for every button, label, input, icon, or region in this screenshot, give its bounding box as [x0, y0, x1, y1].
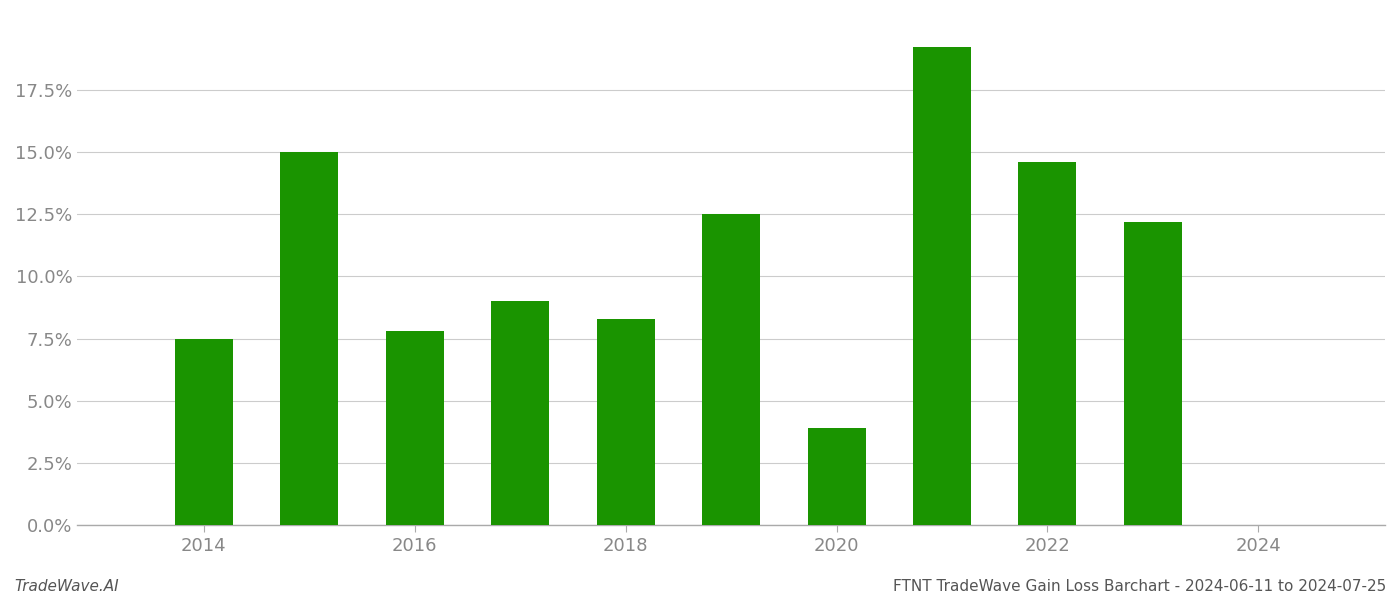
Text: FTNT TradeWave Gain Loss Barchart - 2024-06-11 to 2024-07-25: FTNT TradeWave Gain Loss Barchart - 2024…	[893, 579, 1386, 594]
Bar	[175, 338, 232, 525]
Bar	[596, 319, 655, 525]
Bar	[491, 301, 549, 525]
Bar	[1018, 162, 1077, 525]
Bar	[701, 214, 760, 525]
Text: TradeWave.AI: TradeWave.AI	[14, 579, 119, 594]
Bar	[913, 47, 972, 525]
Bar	[808, 428, 865, 525]
Bar	[1124, 221, 1182, 525]
Bar	[280, 152, 339, 525]
Bar	[385, 331, 444, 525]
